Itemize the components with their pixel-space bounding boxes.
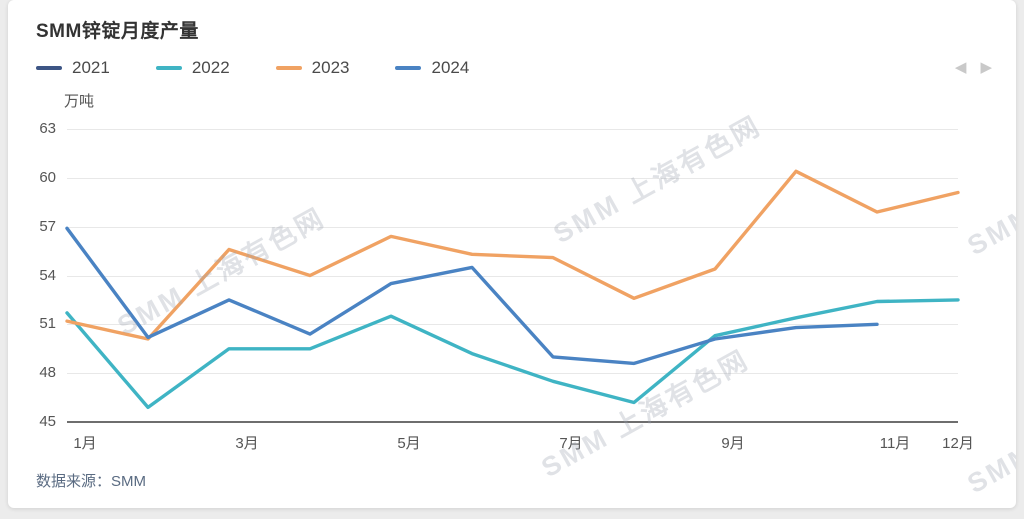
- x-tick-label: 3月: [235, 435, 259, 452]
- y-tick-label: 63: [39, 120, 56, 137]
- chart-lines-canvas: [65, 169, 960, 410]
- chart-legend: 2021 2022 2023 2024: [36, 58, 515, 78]
- series-line-2023: [65, 169, 960, 341]
- y-tick-label: 45: [39, 413, 56, 430]
- page-title: SMM锌锭月度产量: [36, 21, 199, 42]
- next-arrow-icon[interactable]: ▶: [980, 59, 992, 76]
- legend-label: 2023: [311, 58, 350, 77]
- y-axis-unit-label: 万吨: [64, 93, 95, 110]
- legend-swatch-icon: [275, 66, 302, 70]
- gridline: [67, 129, 958, 130]
- legend-label: 2022: [191, 58, 230, 77]
- gridline: [67, 177, 958, 179]
- x-axis-line: [67, 421, 958, 423]
- legend-label: 2024: [431, 58, 470, 77]
- legend-item-2023[interactable]: 2023: [275, 58, 350, 78]
- legend-item-2024[interactable]: 2024: [395, 58, 469, 78]
- legend-item-2022[interactable]: 2022: [155, 58, 230, 78]
- x-tick-label: 1月: [73, 435, 97, 452]
- chart-card: SMM锌锭月度产量 2021 2022 2023 2024 ◀ ▶ 万吨 45 48 51…: [8, 0, 1016, 508]
- x-tick-label: 9月: [721, 435, 745, 452]
- legend-swatch-icon: [155, 66, 182, 70]
- y-tick-label: 51: [39, 315, 56, 333]
- y-tick-label: 60: [39, 168, 56, 186]
- x-tick-label: 7月: [559, 435, 583, 452]
- x-tick-label: 11月: [879, 435, 911, 452]
- data-source-note: 数据来源：SMM: [36, 473, 146, 490]
- y-tick-label: 54: [39, 266, 56, 284]
- gridline: [67, 373, 958, 375]
- gridline: [67, 275, 958, 277]
- gridline: [67, 324, 958, 326]
- legend-label: 2021: [72, 58, 110, 77]
- prev-arrow-icon[interactable]: ◀: [954, 59, 967, 76]
- x-tick-label: 12月: [942, 435, 974, 452]
- y-tick-label: 57: [39, 217, 56, 235]
- series-line-2024: [65, 226, 879, 366]
- y-tick-label: 48: [39, 364, 56, 382]
- legend-item-2021[interactable]: 2021: [36, 58, 110, 78]
- legend-swatch-icon: [36, 66, 62, 70]
- gridline: [67, 226, 958, 228]
- series-line-2022: [65, 298, 960, 410]
- x-tick-label: 5月: [397, 435, 421, 452]
- legend-pager: ◀ ▶: [941, 60, 992, 75]
- legend-swatch-icon: [395, 66, 422, 70]
